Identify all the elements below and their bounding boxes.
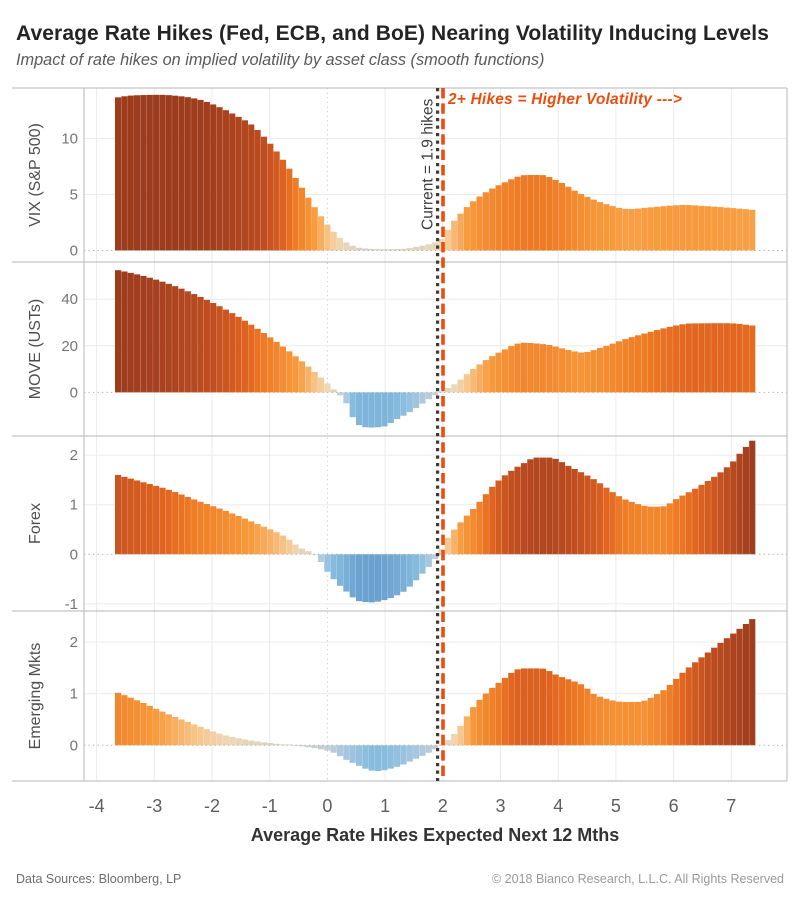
svg-text:5: 5 (611, 796, 621, 816)
svg-text:VIX (S&P 500): VIX (S&P 500) (27, 123, 44, 227)
svg-text:1: 1 (70, 497, 78, 514)
svg-text:Current = 1.9 hikes: Current = 1.9 hikes (420, 98, 437, 230)
svg-text:MOVE (USTs): MOVE (USTs) (27, 299, 44, 399)
svg-text:40: 40 (61, 291, 78, 308)
svg-text:0: 0 (70, 546, 78, 563)
svg-text:Emerging Mkts: Emerging Mkts (27, 643, 44, 750)
svg-text:1: 1 (70, 686, 78, 703)
svg-text:Average Rate Hikes Expected Ne: Average Rate Hikes Expected Next 12 Mths (251, 825, 620, 845)
svg-text:10: 10 (61, 131, 78, 148)
svg-text:0: 0 (322, 796, 332, 816)
svg-text:6: 6 (669, 796, 679, 816)
svg-text:7: 7 (726, 796, 736, 816)
svg-text:3: 3 (495, 796, 505, 816)
svg-text:Data Sources: Bloomberg, LP: Data Sources: Bloomberg, LP (16, 872, 181, 886)
svg-text:2: 2 (70, 447, 78, 464)
svg-text:-2: -2 (204, 796, 220, 816)
svg-text:Average Rate Hikes (Fed, ECB,: Average Rate Hikes (Fed, ECB, and BoE) N… (16, 22, 769, 45)
svg-text:-3: -3 (146, 796, 162, 816)
svg-text:5: 5 (70, 187, 78, 204)
svg-text:0: 0 (70, 737, 78, 754)
svg-text:-1: -1 (262, 796, 278, 816)
svg-text:1: 1 (380, 796, 390, 816)
svg-text:2: 2 (70, 634, 78, 651)
svg-text:Impact of rate hikes on implie: Impact of rate hikes on implied volatili… (16, 51, 544, 69)
svg-text:0: 0 (70, 243, 78, 260)
svg-text:2: 2 (438, 796, 448, 816)
svg-text:-1: -1 (65, 596, 78, 613)
svg-text:2+ Hikes = Higher Volatility -: 2+ Hikes = Higher Volatility ---> (447, 91, 682, 108)
svg-text:© 2018 Bianco Research, L.L.C.: © 2018 Bianco Research, L.L.C. All Right… (492, 872, 784, 886)
svg-text:20: 20 (61, 338, 78, 355)
svg-text:Forex: Forex (27, 503, 44, 544)
svg-text:0: 0 (70, 384, 78, 401)
svg-text:-4: -4 (89, 796, 105, 816)
svg-text:4: 4 (553, 796, 563, 816)
